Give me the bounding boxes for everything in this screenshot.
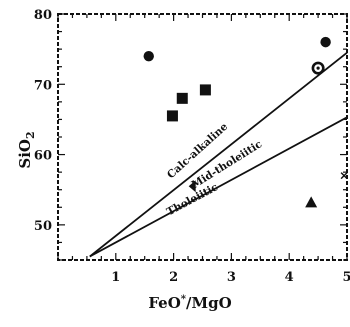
- x-tick-label: 4: [285, 270, 294, 285]
- plot-frame: [57, 13, 348, 261]
- data-points: [143, 36, 348, 208]
- data-point-square: [166, 110, 178, 122]
- x-tick-label: 2: [169, 270, 178, 285]
- y-tick-label: 70: [34, 78, 52, 93]
- data-point-center: [316, 66, 320, 70]
- reference-line-tholeiitic: [89, 116, 348, 258]
- x-axis-title: FeO*/MgO: [148, 294, 231, 312]
- data-point-ring: [311, 61, 325, 75]
- data-point-triangle-left: [188, 180, 196, 193]
- data-point-square: [176, 92, 188, 104]
- data-point-cross: [340, 172, 348, 180]
- reference-line-calc-alkaline: [89, 51, 348, 258]
- data-point-triangle: [305, 196, 318, 208]
- data-point-circle: [143, 50, 154, 62]
- data-point-cross-stroke: [340, 172, 348, 180]
- x-tick-label: 1: [111, 270, 120, 285]
- y-tick-label: 50: [34, 219, 52, 234]
- x-tick-label: 5: [342, 270, 350, 285]
- x-axis-ticks: 1 2 3 4 5: [57, 14, 350, 285]
- x-tick-label: 3: [227, 270, 236, 285]
- data-point-square: [199, 84, 211, 96]
- data-point-circle-dot: [311, 61, 325, 75]
- y-tick-label: 60: [34, 149, 52, 164]
- y-axis-title: SiO2: [16, 131, 37, 168]
- y-axis-ticks: 50 60 70 80: [34, 8, 347, 261]
- reference-lines: [89, 51, 348, 258]
- y-tick-label: 80: [34, 8, 52, 23]
- data-point-circle: [320, 36, 331, 48]
